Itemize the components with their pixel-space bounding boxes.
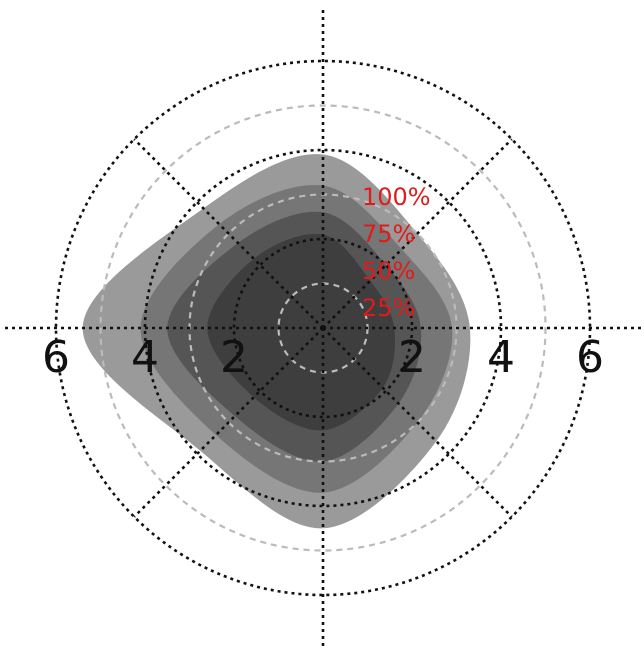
dashed-ring [99,104,547,552]
polar-grid [2,7,644,648]
level-label: 50% [362,257,415,285]
radial-tick-label: 2 [220,332,248,383]
contour-shapes [82,154,471,529]
radial-tick-label: 6 [576,332,604,383]
level-label: 100% [362,183,431,211]
contour-25pct [207,233,395,431]
spoke-315 [322,327,513,518]
radial-tick-labels: 2 2 4 4 6 6 [42,332,604,383]
level-labels: 100% 75% 50% 25% [362,183,431,322]
level-label: 75% [362,220,415,248]
spoke-225 [133,327,324,518]
level-label: 25% [362,294,415,322]
ring-2 [232,237,414,419]
radial-tick-label: 4 [131,332,159,383]
spoke-135 [133,138,324,329]
radial-tick-label: 2 [398,332,426,383]
radial-tick-label: 4 [487,332,515,383]
radial-tick-label: 6 [42,332,70,383]
spoke-45 [322,138,513,329]
